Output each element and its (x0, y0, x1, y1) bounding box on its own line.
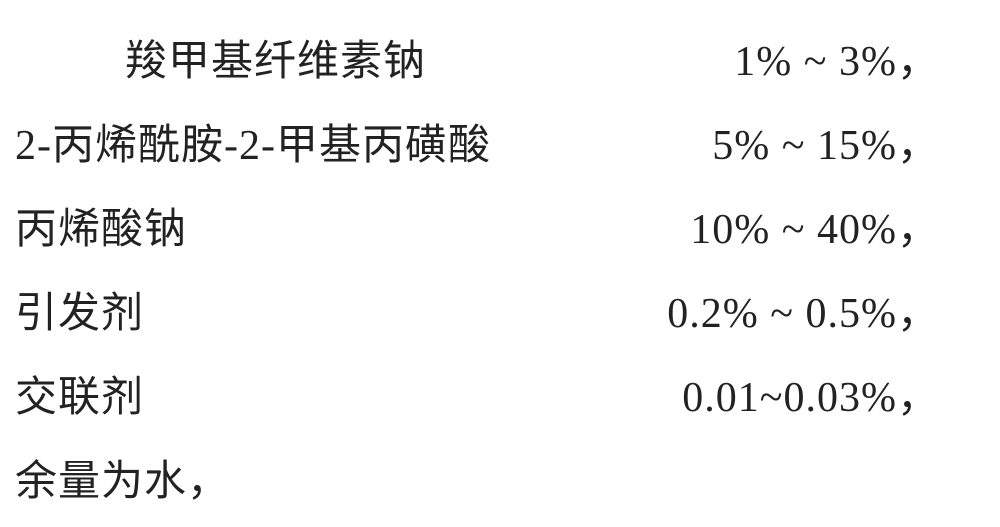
ingredient-label: 余量为水， (15, 440, 230, 524)
ingredient-value: 0.2% ~ 0.5%， (667, 272, 1000, 356)
table-row: 羧甲基纤维素钠 1% ~ 3%， (15, 20, 1000, 104)
table-row: 2-丙烯酰胺-2-甲基丙磺酸 5% ~ 15%， (15, 104, 1000, 188)
table-row: 交联剂 0.01~0.03%， (15, 356, 1000, 440)
table-row: 余量为水， (15, 440, 1000, 524)
table-row: 引发剂 0.2% ~ 0.5%， (15, 272, 1000, 356)
ingredient-value: 0.01~0.03%， (682, 356, 1000, 440)
ingredient-label: 丙烯酸钠 (15, 188, 187, 272)
table-row: 丙烯酸钠 10% ~ 40%， (15, 188, 1000, 272)
ingredient-label: 羧甲基纤维素钠 (15, 20, 426, 104)
ingredient-value: 10% ~ 40%， (690, 188, 1000, 272)
ingredient-value: 5% ~ 15%， (712, 104, 1000, 188)
ingredient-value: 1% ~ 3%， (734, 20, 1000, 104)
ingredient-label: 2-丙烯酰胺-2-甲基丙磺酸 (15, 104, 491, 188)
ingredient-label: 引发剂 (15, 272, 144, 356)
ingredient-label: 交联剂 (15, 356, 144, 440)
composition-list: 羧甲基纤维素钠 1% ~ 3%， 2-丙烯酰胺-2-甲基丙磺酸 5% ~ 15%… (0, 0, 1000, 527)
